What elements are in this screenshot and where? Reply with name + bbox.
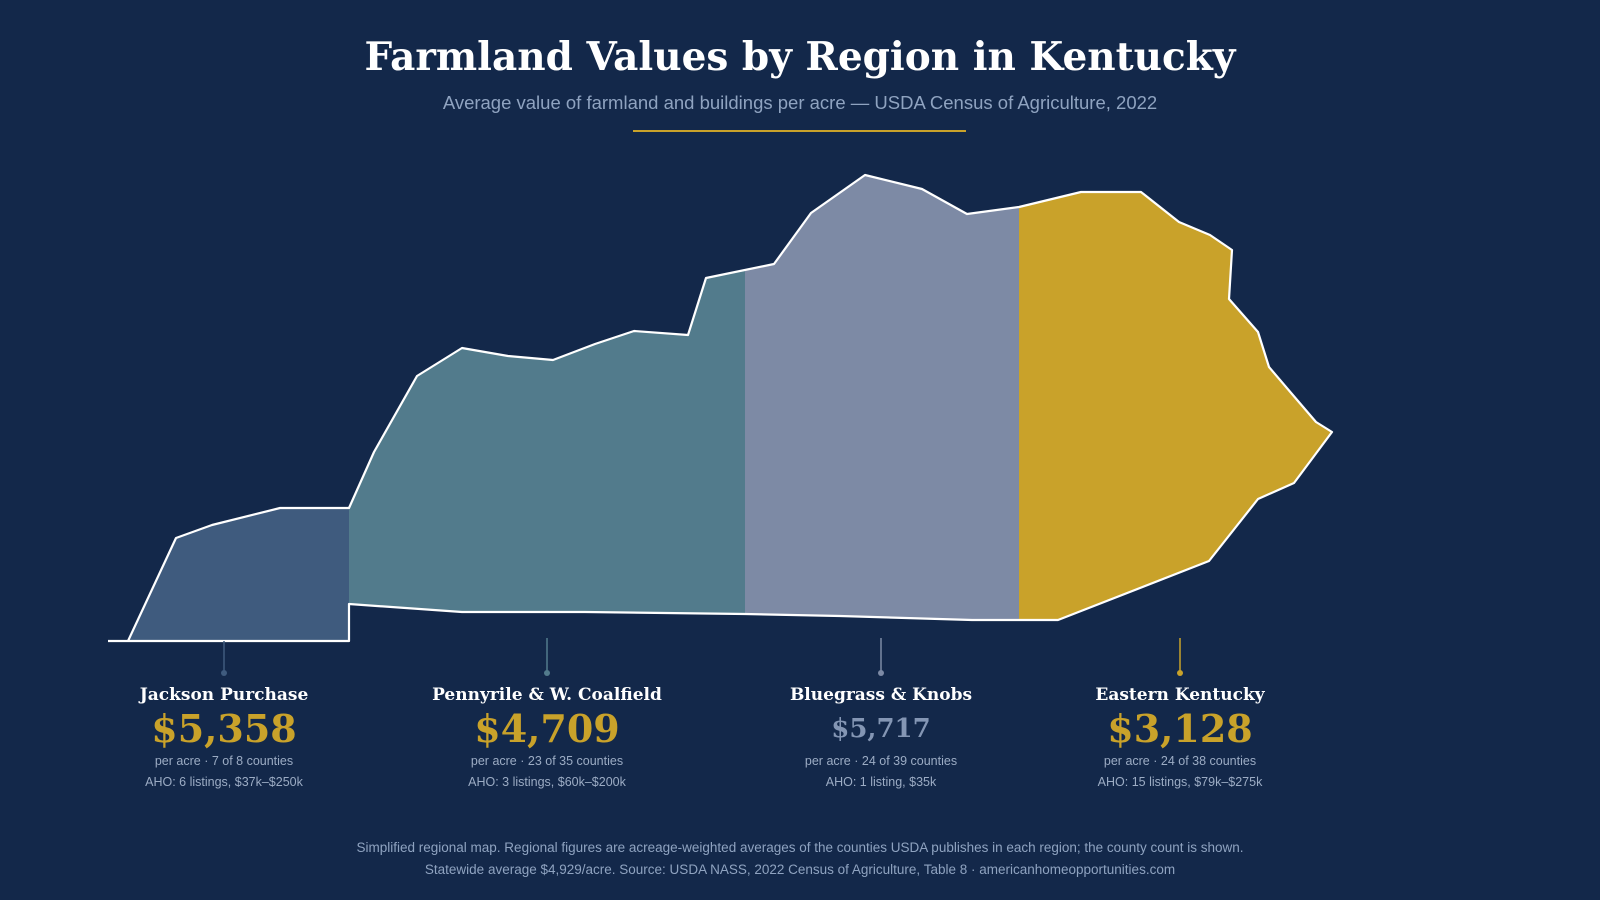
page-subtitle: Average value of farmland and buildings … [442,92,1158,113]
region-value: $3,128 [1107,706,1253,751]
region-aho: AHO: 1 listing, $35k [825,775,937,789]
region-name: Pennyrile & W. Coalfield [432,685,662,705]
region-bluegrass[interactable] [745,175,1019,620]
region-name: Bluegrass & Knobs [789,685,973,705]
leader-pennyrile [544,638,550,676]
region-detail: per acre · 7 of 8 counties [154,754,294,768]
region-name: Jackson Purchase [139,685,309,705]
region-value: $5,358 [151,706,297,751]
region-aho: AHO: 3 listings, $60k–$200k [468,775,626,789]
page-title: Farmland Values by Region in Kentucky [364,34,1236,80]
region-detail: per acre · 24 of 39 counties [804,754,958,768]
label-jackson-purchase: Jackson Purchase $5,358 per acre · 7 of … [59,685,389,793]
region-pennyrile[interactable] [349,270,745,614]
region-eastern-kentucky[interactable] [1019,192,1332,620]
region-name: Eastern Kentucky [1095,685,1265,705]
state-outline [108,173,1334,643]
footer-note: Simplified regional map. Regional figure… [356,840,1244,855]
label-eastern-kentucky: Eastern Kentucky $3,128 per acre · 24 of… [1015,685,1345,793]
footer-source: Statewide average $4,929/acre. Source: U… [424,862,1176,877]
region-detail: per acre · 23 of 35 counties [470,754,624,768]
label-pennyrile: Pennyrile & W. Coalfield $4,709 per acre… [382,685,712,793]
region-aho: AHO: 15 listings, $79k–$275k [1097,775,1263,789]
leader-jackson-purchase [221,641,227,676]
region-detail: per acre · 24 of 38 counties [1103,754,1257,768]
footer-notes: Simplified regional map. Regional figure… [0,837,1600,881]
leader-eastern-kentucky [1177,638,1183,676]
region-aho: AHO: 6 listings, $37k–$250k [145,775,303,789]
region-value: $5,717 [831,714,931,744]
region-jackson-purchase[interactable] [128,508,349,641]
region-value: $4,709 [474,706,620,751]
label-bluegrass: Bluegrass & Knobs $5,717 per acre · 24 o… [716,685,1046,793]
title-divider [633,130,966,132]
leader-bluegrass [878,638,884,676]
